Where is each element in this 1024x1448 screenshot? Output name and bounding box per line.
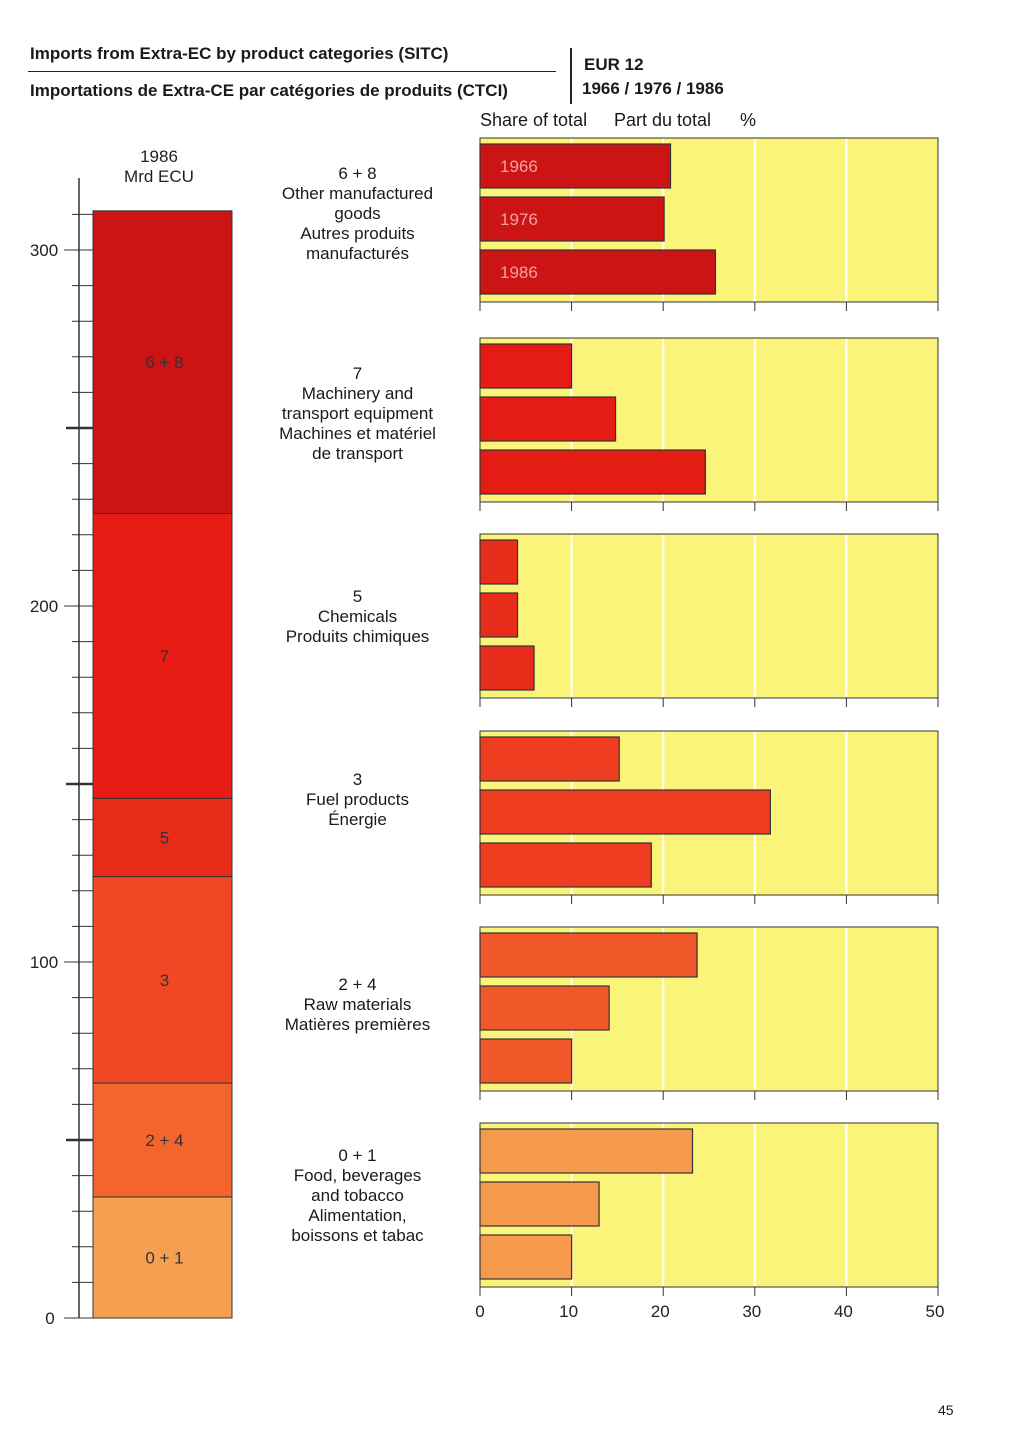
share-unit-label: % <box>740 110 757 130</box>
stack-segment <box>92 797 233 878</box>
category-label-line: 5 <box>352 587 363 606</box>
stack-segment-label: 6 + 8 <box>145 353 183 372</box>
category-label-2-4: 2 + 4 Raw materials Matières premières <box>255 975 460 1035</box>
stack-segment <box>92 1196 233 1319</box>
share-bar <box>479 249 717 295</box>
title-en: Imports from Extra-EC by product categor… <box>30 44 449 63</box>
share-bar <box>479 196 665 242</box>
share-bar-year-label: 1976 <box>500 210 538 229</box>
category-label-line: manufacturés <box>306 244 409 263</box>
category-label-line: Other manufactured <box>281 184 434 203</box>
y-tick-label: 300 <box>30 241 58 260</box>
share-bar-year-label: 1986 <box>500 263 538 282</box>
share-bar <box>479 449 706 495</box>
share-label-fr: Part du total <box>614 110 712 130</box>
category-label-3: 3 Fuel products Énergie <box>255 770 460 830</box>
x-tick-label: 20 <box>651 1302 670 1321</box>
category-label-0-1: 0 + 1 Food, beverages and tobacco Alimentat… <box>255 1146 460 1246</box>
stack-segment <box>92 876 233 1084</box>
category-label-line: 0 + 1 <box>338 1146 377 1165</box>
category-label-line: Chemicals <box>317 607 398 626</box>
share-bar <box>479 985 610 1031</box>
category-label-line: goods <box>334 204 381 223</box>
x-tick-label: 50 <box>926 1302 945 1321</box>
y-tick-label: 200 <box>30 597 58 616</box>
category-label-line: Alimentation, <box>308 1206 407 1225</box>
column-title: 1986 <box>140 147 178 166</box>
stack-segment-label: 5 <box>160 828 169 847</box>
y-tick-label: 0 <box>45 1309 54 1328</box>
category-label-line: Produits chimiques <box>285 627 430 646</box>
column-title: Mrd ECU <box>124 167 194 186</box>
stack-segment-label: 0 + 1 <box>145 1248 183 1267</box>
stack-segment-label: 3 <box>160 971 169 990</box>
share-bar <box>479 1128 694 1174</box>
category-label-line: and tobacco <box>311 1186 404 1205</box>
share-panel-background <box>479 730 939 896</box>
x-tick-label: 10 <box>559 1302 578 1321</box>
category-label-line: Matières premières <box>284 1015 431 1034</box>
x-tick-label: 30 <box>742 1302 761 1321</box>
share-bar <box>479 789 771 835</box>
region-label: EUR 12 <box>584 55 644 74</box>
category-label-6-8: 6 + 8 Other manufactured goods Autres produ… <box>255 164 460 264</box>
share-bar <box>479 539 519 585</box>
category-label-line: Machines et matériel <box>279 424 436 443</box>
stack-segment <box>92 210 233 514</box>
share-bar <box>479 736 620 782</box>
category-label-line: Autres produits <box>300 224 415 243</box>
share-bar <box>479 1234 573 1280</box>
category-label-line: 7 <box>352 364 363 383</box>
share-bar <box>479 396 617 442</box>
title-fr: Importations de Extra-CE par catégories … <box>30 81 508 100</box>
page-number: 45 <box>938 1402 954 1418</box>
category-label-line: Énergie <box>328 810 387 829</box>
share-bar <box>479 592 519 638</box>
stack-segment <box>92 512 233 799</box>
category-label-line: Fuel products <box>306 790 409 809</box>
category-label-line: 2 + 4 <box>338 975 377 994</box>
share-bar <box>479 1038 573 1084</box>
share-bar-charts: 1966 1976 1986 0 10 20 30 40 50 <box>475 137 945 1321</box>
category-label-line: 6 + 8 <box>338 164 377 183</box>
share-bar <box>479 842 652 888</box>
share-bar <box>479 932 698 978</box>
category-label-5: 5 Chemicals Produits chimiques <box>255 587 460 647</box>
share-panel-background <box>479 337 939 503</box>
share-panel-background <box>479 1122 939 1288</box>
share-bar <box>479 645 535 691</box>
category-label-line: boissons et tabac <box>291 1226 424 1245</box>
x-tick-label: 40 <box>834 1302 853 1321</box>
stack-segment <box>92 1082 233 1198</box>
category-label-line: Food, beverages <box>293 1166 422 1185</box>
share-panel-background <box>479 137 939 303</box>
share-bar <box>479 1181 600 1227</box>
years-label: 1966 / 1976 / 1986 <box>582 79 724 98</box>
stack-segment-label: 7 <box>160 647 169 666</box>
share-panel-background <box>479 533 939 699</box>
category-label-line: transport equipment <box>281 404 434 423</box>
category-label-line: 3 <box>352 770 363 789</box>
share-label-en: Share of total <box>480 110 588 130</box>
stack-segment-label: 2 + 4 <box>145 1131 183 1150</box>
x-tick-label: 0 <box>475 1302 484 1321</box>
header-vertical-rule <box>570 48 572 104</box>
category-label-7: 7 Machinery and transport equipment Machine… <box>255 364 460 464</box>
share-bar <box>479 343 573 389</box>
title-divider <box>28 71 556 72</box>
category-label-line: Raw materials <box>303 995 412 1014</box>
category-label-line: de transport <box>312 444 403 463</box>
share-panel-background <box>479 926 939 1092</box>
y-tick-label: 100 <box>30 953 58 972</box>
category-label-line: Machinery and <box>301 384 414 403</box>
share-bar-year-label: 1966 <box>500 157 538 176</box>
share-bar <box>479 143 672 189</box>
